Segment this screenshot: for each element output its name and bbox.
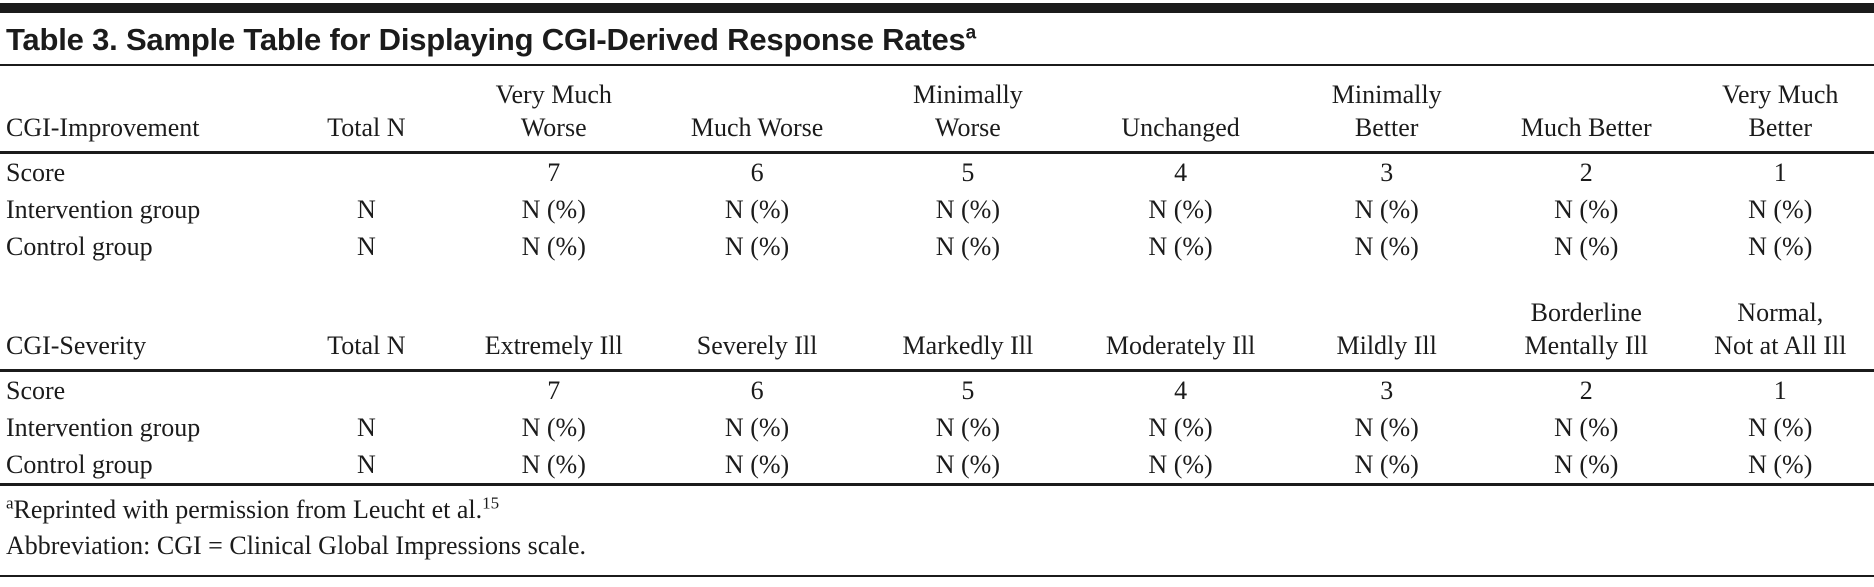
cgi-improvement-table: CGI-Improvement Total N Very Much Worse … [0, 66, 1874, 265]
table-cell: N (%) [1554, 194, 1619, 224]
cgi-severity-table: CGI-Severity Total N Extremely Ill Sever… [0, 265, 1874, 483]
table-row-control-group: Control group N N (%) N (%) N (%) N (%) … [0, 446, 1874, 483]
table-cell: N (%) [521, 194, 586, 224]
column-header-very-much-better: Very Much Better [1686, 66, 1874, 154]
table-cell: N (%) [724, 449, 790, 479]
table-cell: N (%) [1748, 449, 1813, 479]
section-header-cgi-severity: CGI-Severity [0, 265, 278, 372]
table-cell: N (%) [1354, 231, 1419, 261]
table-cell: N [356, 231, 376, 261]
column-header-much-better: Much Better [1486, 66, 1687, 154]
table-cell: N (%) [935, 194, 1000, 224]
row-label: Intervention group [6, 412, 201, 442]
table-cell: N (%) [521, 231, 586, 261]
table-cell: N (%) [935, 412, 1000, 442]
table-cell: 6 [750, 157, 764, 187]
table-cell: N (%) [1148, 194, 1213, 224]
row-label: Score [6, 375, 66, 405]
column-header-extremely-ill: Extremely Ill [455, 265, 653, 372]
column-header-markedly-ill: Markedly Ill [862, 265, 1074, 372]
table-cell [277, 371, 455, 410]
table-cell: N [356, 412, 376, 442]
column-header-total-n: Total N [277, 265, 456, 372]
row-label: Intervention group [6, 194, 201, 224]
table-cell: 1 [1773, 375, 1787, 405]
footnote-marker: a [6, 493, 14, 513]
table-row-intervention-group: Intervention group N N (%) N (%) N (%) N… [0, 191, 1874, 228]
column-header-very-much-worse: Very Much Worse [455, 66, 653, 154]
table-cell: N (%) [1554, 449, 1619, 479]
table-cell: N (%) [1748, 412, 1813, 442]
row-label: Control group [6, 449, 153, 479]
table-cell: 3 [1380, 157, 1394, 187]
table-cell: N (%) [1354, 412, 1419, 442]
table-cell: 7 [547, 157, 561, 187]
table-cell: N (%) [1748, 194, 1813, 224]
column-header-minimally-better: Minimally Better [1287, 66, 1487, 154]
bottom-rule [0, 575, 1874, 577]
table-cell: N (%) [935, 449, 1000, 479]
footnote-reprint-text: Reprinted with permission from Leucht et… [13, 495, 483, 524]
table-cell: N (%) [521, 412, 586, 442]
column-header-normal-not-at-all-ill: Normal, Not at All Ill [1686, 265, 1874, 372]
column-header-severely-ill: Severely Ill [652, 265, 862, 372]
footnote-abbreviation: Abbreviation: CGI = Clinical Global Impr… [6, 531, 587, 560]
table-cell: 1 [1773, 157, 1787, 187]
table-cell: N (%) [1354, 449, 1419, 479]
column-header-mildly-ill: Mildly Ill [1287, 265, 1487, 372]
cgi-severity-header-row: CGI-Severity Total N Extremely Ill Sever… [0, 265, 1874, 372]
table-footnotes: aReprinted with permission from Leucht e… [0, 483, 1874, 564]
table-cell: N (%) [724, 194, 790, 224]
cgi-improvement-header-row: CGI-Improvement Total N Very Much Worse … [0, 66, 1874, 154]
column-header-borderline-mentally-ill: Borderline Mentally Ill [1486, 265, 1687, 372]
table-cell: N (%) [1148, 412, 1213, 442]
top-rule-bar [0, 3, 1874, 13]
table-cell: N (%) [1148, 449, 1213, 479]
table-row-score: Score 7 6 5 4 3 2 1 [0, 371, 1874, 410]
table-cell: N (%) [1748, 231, 1813, 261]
footnote-reference-number: 15 [482, 493, 500, 513]
table-cell: N (%) [1354, 194, 1419, 224]
column-header-unchanged: Unchanged [1073, 66, 1288, 154]
table-cell: 5 [961, 375, 975, 405]
table-cell: 5 [961, 157, 975, 187]
column-header-minimally-worse: Minimally Worse [862, 66, 1074, 154]
column-header-moderately-ill: Moderately Ill [1073, 265, 1288, 372]
table-row-score: Score 7 6 5 4 3 2 1 [0, 153, 1874, 192]
table-title-footnote-marker: a [965, 22, 977, 44]
table-row-intervention-group: Intervention group N N (%) N (%) N (%) N… [0, 409, 1874, 446]
table-cell: N [356, 449, 376, 479]
table-cell: 7 [547, 375, 561, 405]
table-cell: 4 [1174, 157, 1188, 187]
table-cell: N (%) [724, 412, 790, 442]
row-label: Score [6, 157, 66, 187]
table-title: Table 3. Sample Table for Displaying CGI… [0, 13, 1874, 66]
table-cell: N (%) [724, 231, 790, 261]
table-cell: 2 [1579, 375, 1593, 405]
footnote-reprint: aReprinted with permission from Leucht e… [6, 492, 1868, 528]
table-title-text: Table 3. Sample Table for Displaying CGI… [6, 22, 966, 57]
table-cell: 6 [750, 375, 764, 405]
table-cell: N (%) [1148, 231, 1213, 261]
table-cell: N (%) [1554, 412, 1619, 442]
table-row-control-group: Control group N N (%) N (%) N (%) N (%) … [0, 228, 1874, 265]
column-header-total-n: Total N [277, 66, 456, 154]
table-cell: 4 [1174, 375, 1188, 405]
row-label: Control group [6, 231, 153, 261]
table-cell: 2 [1579, 157, 1593, 187]
section-header-cgi-improvement: CGI-Improvement [0, 66, 278, 154]
table-cell: N [356, 194, 376, 224]
table-cell: N (%) [521, 449, 586, 479]
table-cell: N (%) [935, 231, 1000, 261]
table-cell: 3 [1380, 375, 1394, 405]
table-cell [277, 153, 455, 192]
table-cell: N (%) [1554, 231, 1619, 261]
column-header-much-worse: Much Worse [652, 66, 862, 154]
